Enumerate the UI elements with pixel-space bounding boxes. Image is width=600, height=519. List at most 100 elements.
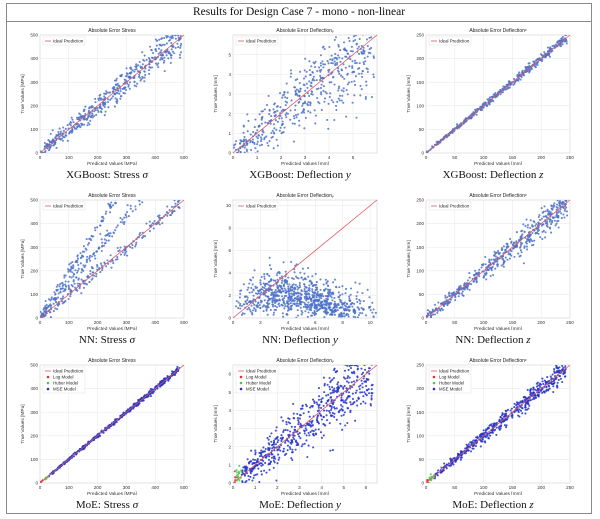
data-point	[99, 105, 101, 107]
data-point	[104, 106, 106, 108]
data-point	[250, 460, 252, 462]
data-point	[297, 315, 299, 317]
data-point	[141, 194, 143, 196]
data-point	[70, 270, 72, 272]
data-point	[270, 268, 272, 270]
x-tick-label: 6	[365, 485, 368, 490]
data-point	[110, 207, 112, 209]
data-point	[353, 94, 355, 96]
data-point	[323, 284, 325, 286]
data-point	[355, 34, 357, 36]
y-tick-label: 500	[30, 198, 38, 203]
data-point	[559, 200, 561, 202]
data-point	[262, 286, 264, 288]
data-point	[148, 190, 150, 191]
data-point	[247, 120, 249, 122]
data-point	[295, 114, 297, 116]
data-point	[76, 117, 78, 119]
data-point	[236, 154, 238, 156]
data-point	[304, 288, 306, 290]
data-point	[157, 62, 159, 64]
data-point	[291, 459, 293, 461]
data-point	[130, 67, 132, 69]
data-point	[88, 123, 90, 125]
data-point	[295, 441, 297, 443]
data-point	[297, 295, 299, 297]
caption-model: NN: Stress	[79, 334, 130, 346]
x-tick-label: 5	[342, 485, 345, 490]
data-point	[261, 473, 263, 475]
data-point	[179, 198, 181, 200]
data-point	[303, 84, 305, 86]
data-point	[287, 91, 289, 93]
data-point	[104, 103, 106, 105]
data-point	[364, 57, 366, 59]
data-point	[361, 88, 363, 90]
data-point	[148, 57, 150, 59]
data-point	[260, 136, 262, 138]
data-point	[238, 301, 240, 303]
data-point	[566, 32, 568, 34]
data-point	[102, 98, 104, 100]
data-point	[372, 25, 374, 27]
data-point	[56, 308, 58, 310]
data-point	[172, 51, 174, 53]
data-point	[270, 441, 272, 443]
data-point	[99, 225, 101, 227]
data-point	[95, 251, 97, 253]
data-point	[299, 282, 301, 284]
data-point	[97, 109, 99, 111]
data-point	[273, 467, 275, 469]
data-point	[281, 282, 283, 284]
data-point	[339, 301, 341, 303]
data-point	[320, 87, 322, 89]
data-point	[437, 302, 439, 304]
data-point	[51, 296, 53, 298]
data-point	[299, 272, 301, 274]
data-point	[103, 95, 105, 97]
data-point	[351, 302, 353, 304]
data-point	[250, 450, 252, 452]
data-point	[333, 388, 335, 390]
data-point	[341, 89, 343, 91]
data-point	[296, 286, 298, 288]
data-point	[77, 270, 79, 272]
data-point	[304, 58, 306, 60]
data-point	[242, 155, 244, 157]
y-tick-label: 0	[228, 151, 231, 156]
data-point	[166, 37, 168, 39]
data-point	[356, 375, 358, 377]
data-point	[334, 304, 336, 306]
data-point	[364, 28, 366, 30]
data-point	[513, 242, 515, 244]
data-point	[126, 83, 128, 85]
legend-label: Ideal Prediction	[53, 39, 84, 44]
data-point	[163, 60, 165, 62]
data-point	[366, 38, 368, 40]
x-tick-label: 50	[452, 155, 458, 160]
data-point	[254, 450, 256, 452]
x-tick-label: 0	[425, 155, 428, 160]
data-point	[308, 434, 310, 436]
data-point	[258, 481, 260, 483]
data-point	[542, 223, 544, 225]
data-point	[334, 368, 336, 370]
data-point	[368, 388, 370, 390]
data-point	[343, 401, 345, 403]
data-point	[563, 195, 565, 197]
data-point	[69, 295, 71, 297]
data-point	[62, 287, 64, 289]
data-point	[144, 190, 146, 191]
data-point	[252, 277, 254, 279]
data-point	[351, 65, 353, 67]
x-tick-label: 2	[276, 485, 279, 490]
data-point	[302, 103, 304, 105]
data-point	[323, 101, 325, 103]
data-point	[249, 279, 251, 281]
data-point	[556, 220, 558, 222]
data-point	[482, 264, 484, 266]
data-point	[317, 291, 319, 293]
data-point	[114, 106, 116, 108]
